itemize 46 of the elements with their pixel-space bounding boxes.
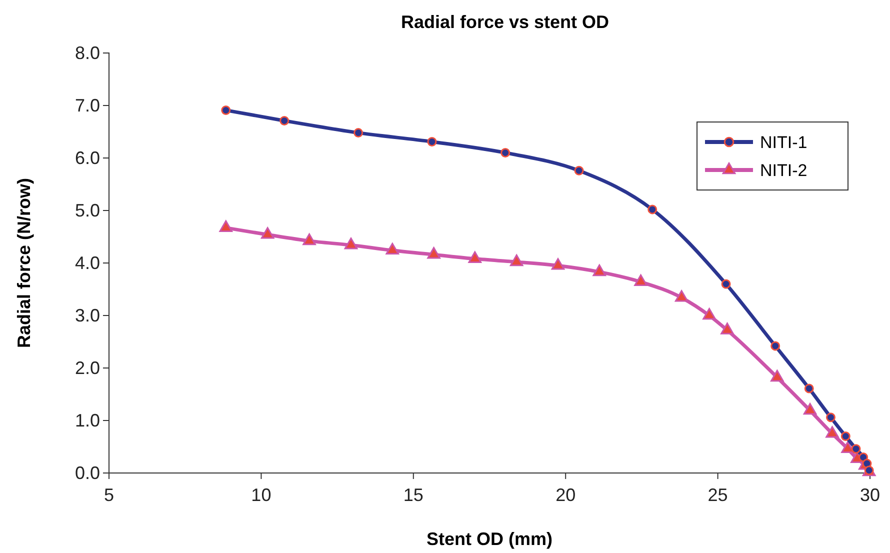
point	[634, 274, 648, 286]
point	[721, 279, 731, 289]
point	[354, 128, 364, 138]
point	[386, 242, 400, 255]
point	[427, 136, 437, 146]
point	[770, 370, 784, 382]
point	[674, 290, 688, 302]
point	[221, 105, 231, 115]
chart-title: Radial force vs stent OD	[400, 12, 610, 32]
x-tick-label: 25	[708, 484, 728, 505]
point	[574, 166, 584, 176]
x-tick-label: 5	[104, 484, 114, 505]
x-tick-label: 10	[251, 484, 272, 505]
y-tick-label: 6.0	[74, 148, 100, 168]
point	[702, 308, 716, 320]
y-tick-label: 0.0	[74, 462, 100, 483]
point	[551, 258, 565, 270]
legend-label: NITI-2	[760, 161, 808, 180]
point	[826, 426, 839, 438]
point	[803, 402, 817, 415]
x-tick-label: 30	[860, 484, 880, 505]
x-tick-label: 15	[403, 484, 424, 505]
point	[500, 148, 510, 158]
y-tick-label: 7.0	[74, 95, 100, 116]
point	[720, 322, 734, 334]
y-tick-label: 2.0	[74, 358, 100, 378]
point	[344, 238, 358, 250]
legend-label: NITI-1	[760, 133, 808, 152]
x-tick-label: 20	[556, 484, 576, 505]
point	[302, 233, 316, 246]
point	[219, 220, 233, 232]
y-tick-label: 4.0	[74, 252, 100, 273]
y-tick-label: 3.0	[74, 305, 100, 326]
y-tick-label: 8.0	[74, 42, 100, 63]
point	[468, 251, 482, 263]
point	[280, 116, 290, 126]
point	[841, 441, 854, 453]
y-tick-label: 5.0	[74, 200, 100, 220]
point	[427, 247, 440, 259]
y-tick-label: 1.0	[74, 410, 100, 430]
y-axis-title: Radial force (N/row)	[14, 178, 34, 348]
point	[592, 264, 606, 276]
point	[260, 227, 274, 239]
point	[648, 204, 658, 214]
point	[510, 254, 524, 266]
x-axis-title: Stent OD (mm)	[426, 529, 553, 549]
